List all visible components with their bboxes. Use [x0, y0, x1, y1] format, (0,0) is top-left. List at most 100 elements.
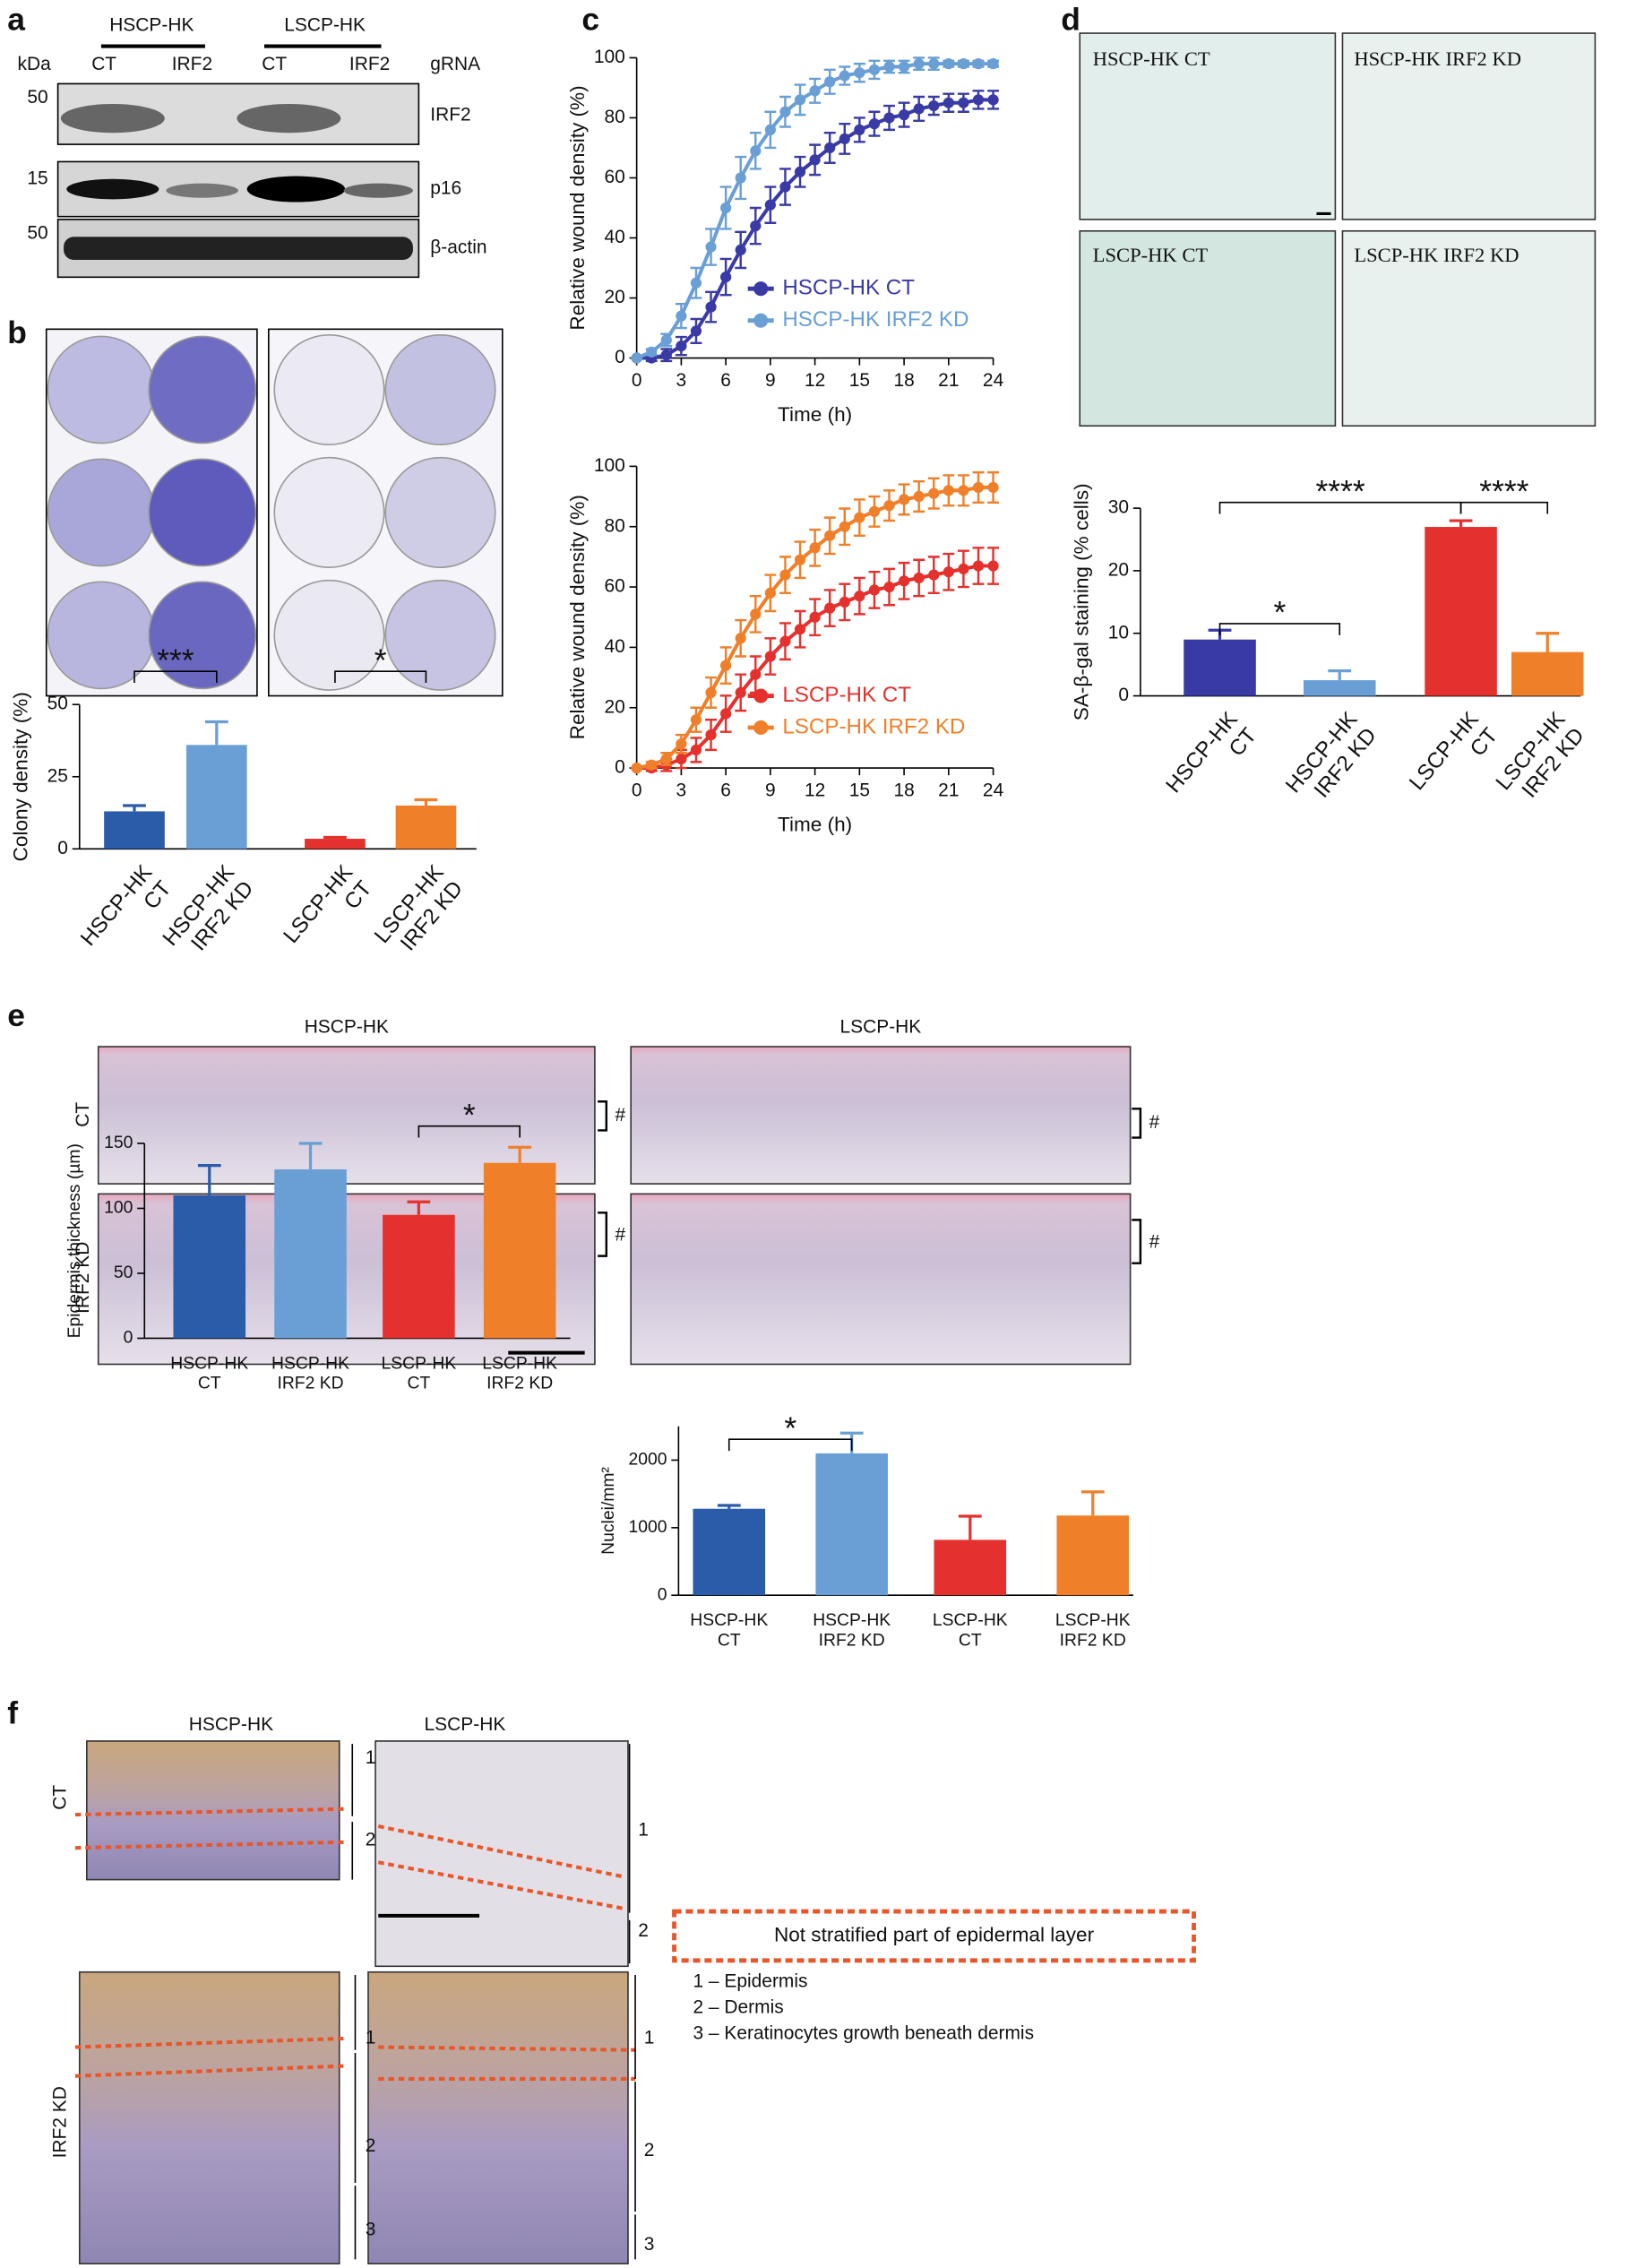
- point: [958, 58, 969, 70]
- x-tick-label: 15: [849, 370, 870, 391]
- point: [839, 70, 850, 82]
- x-tick-label: 9: [765, 780, 776, 800]
- point: [913, 490, 925, 503]
- layer-number: 1: [644, 2027, 655, 2048]
- point: [660, 349, 672, 361]
- point: [779, 569, 791, 581]
- point: [705, 686, 717, 699]
- sa-gal-micrographs: HSCP-HK CT HSCP-HK IRF2 KD LSCP-HK CT LS…: [1079, 32, 1597, 427]
- layer-arrow: [351, 1744, 636, 2260]
- y-tick-label: 80: [604, 107, 624, 127]
- point: [720, 202, 732, 214]
- x-tick-label: 24: [983, 370, 1004, 391]
- row-label: CT: [49, 1785, 70, 1810]
- epidermis-mark: #: [1149, 1112, 1160, 1133]
- x-tick-label: 0: [632, 780, 642, 800]
- error-bar: [1328, 669, 1352, 681]
- point: [705, 301, 717, 313]
- well: [148, 335, 257, 444]
- point: [913, 572, 925, 584]
- band: [343, 183, 413, 198]
- micrograph-label: HSCP-HK IRF2 KD: [1354, 47, 1521, 70]
- point: [943, 58, 954, 70]
- point: [631, 762, 642, 774]
- legend-label: HSCP-HK IRF2 KD: [782, 307, 968, 332]
- point: [868, 118, 881, 130]
- x-tick-label: 24: [983, 780, 1004, 800]
- error-bar: [717, 1504, 741, 1509]
- error-bar: [508, 1145, 532, 1163]
- point: [839, 596, 850, 608]
- bar: [934, 1539, 1007, 1596]
- y-tick-label: 30: [1108, 497, 1129, 518]
- point: [735, 633, 746, 644]
- histology-image: [630, 1046, 1132, 1185]
- y-tick-label: 40: [604, 227, 624, 247]
- histology-image: [367, 1970, 629, 2264]
- row-label: IRF2 KD: [73, 1242, 93, 1314]
- bar: [185, 745, 247, 849]
- point: [794, 554, 806, 565]
- y-tick-label: 20: [1108, 559, 1129, 580]
- row-label: CT: [73, 1102, 93, 1127]
- point: [720, 708, 732, 720]
- x-tick-label: LSCP-HKIRF2 KD: [370, 860, 468, 963]
- point: [943, 566, 954, 578]
- well: [384, 456, 496, 568]
- y-tick-label: 0: [615, 347, 625, 367]
- point: [676, 738, 687, 750]
- legend-box: [672, 1909, 1196, 1963]
- point: [660, 753, 672, 765]
- bar: [173, 1194, 246, 1339]
- point: [854, 67, 865, 79]
- micrograph-label: HSCP-HK CT: [1093, 47, 1210, 70]
- panel-label: b: [7, 315, 27, 350]
- x-tick-label: LSCP-HKCT: [280, 860, 377, 964]
- point: [690, 744, 702, 756]
- x-axis-label: Time (h): [778, 403, 852, 426]
- error-bar: [1449, 519, 1473, 528]
- point: [913, 103, 925, 115]
- bar: [1056, 1515, 1130, 1596]
- x-tick-label: 18: [893, 780, 914, 800]
- y-axis-label: Colony density (%): [9, 692, 31, 861]
- point: [764, 124, 776, 135]
- epidermis-mark: #: [1149, 1232, 1160, 1253]
- x-tick-label: LSCP-HKCT: [1405, 708, 1502, 812]
- well: [273, 456, 385, 568]
- point: [809, 611, 821, 623]
- y-tick-label: 80: [604, 515, 624, 536]
- micrograph-label: LSCP-HK CT: [1093, 244, 1209, 266]
- bar: [815, 1453, 888, 1596]
- point: [750, 668, 762, 680]
- y-tick-label: 100: [594, 47, 625, 67]
- significance-label: *: [1273, 595, 1286, 631]
- bar: [305, 839, 366, 849]
- well: [47, 335, 156, 444]
- significance-label: *: [374, 642, 387, 678]
- well: [47, 458, 156, 567]
- bar: [1184, 639, 1256, 696]
- legend-swatch: [753, 688, 769, 703]
- point: [898, 108, 910, 121]
- point: [928, 99, 940, 112]
- point: [898, 61, 910, 73]
- x-tick-label: 6: [720, 370, 731, 391]
- x-tick-label: LSCP-HKIRF2 KD: [1492, 708, 1589, 811]
- point: [705, 729, 717, 741]
- well: [47, 581, 156, 690]
- y-tick-label: 0: [658, 1585, 667, 1604]
- point: [676, 310, 687, 322]
- point: [883, 581, 895, 593]
- band: [246, 176, 346, 203]
- bar: [693, 1508, 766, 1596]
- micrograph: [1079, 229, 1337, 427]
- grna-label: gRNA: [430, 54, 480, 74]
- well: [148, 581, 257, 690]
- point: [928, 58, 940, 70]
- point: [987, 94, 999, 106]
